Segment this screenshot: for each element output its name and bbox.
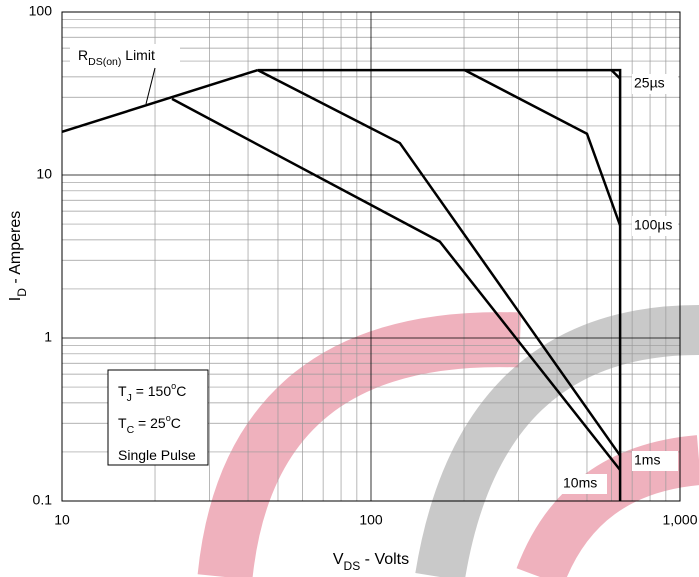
note: TJ = 150oC — [118, 381, 186, 403]
x-tick-label: 100 — [359, 512, 383, 528]
text-part: I — [7, 297, 24, 301]
text-part: - Amperes — [7, 211, 24, 288]
label-bg — [632, 216, 678, 236]
texts: 10 100 1,000 0.1 1 10 100 VDS - Volts ID - Amper… — [7, 3, 698, 573]
y-tick-label: 100 — [29, 3, 53, 19]
text-part: Limit — [121, 47, 155, 63]
note-box — [107, 369, 209, 466]
text-part: DS(on) — [88, 56, 121, 68]
text-part: R — [78, 47, 88, 63]
series-line — [610, 69, 621, 80]
text-part: T — [118, 415, 127, 431]
watermark — [197, 305, 699, 577]
x-axis-label: VDS - Volts — [333, 551, 409, 573]
grid — [61, 11, 681, 502]
text-part: - Volts — [360, 551, 409, 568]
text-part: = 25 — [134, 415, 166, 431]
series-line — [257, 69, 622, 457]
text-part: DS — [344, 559, 361, 573]
label-leader — [145, 67, 156, 105]
text-part: T — [118, 383, 127, 399]
series-label: 100µs — [634, 217, 672, 233]
text-part: C — [127, 424, 135, 436]
y-tick-label: 10 — [36, 166, 52, 182]
y-axis-label: ID - Amperes — [7, 211, 29, 301]
series-label: 25µs — [634, 75, 665, 91]
text-part: V — [333, 551, 344, 568]
series-label: 1ms — [634, 452, 660, 468]
text-part: Single Pulse — [118, 447, 196, 463]
text-part: C — [176, 383, 186, 399]
text-part: D — [15, 288, 29, 297]
text-part: o — [171, 381, 176, 391]
y-tick-label: 1 — [44, 329, 52, 345]
series-line — [171, 97, 622, 471]
x-tick-label: 10 — [54, 512, 70, 528]
label-bg — [632, 451, 678, 471]
text-part: o — [166, 413, 171, 423]
series-label: RDS(on) Limit — [78, 47, 155, 68]
label-bg — [561, 474, 607, 494]
series-label: 10ms — [563, 475, 597, 491]
y-tick-label: 0.1 — [33, 492, 53, 508]
plot-frame — [61, 11, 681, 502]
series-line — [464, 69, 622, 226]
series-line — [61, 68, 259, 134]
x-tick-label: 1,000 — [662, 512, 697, 528]
note: TC = 25oC — [118, 413, 181, 435]
label-bg — [70, 44, 180, 68]
series-line — [257, 68, 622, 501]
text-part: J — [127, 392, 132, 404]
label-bg — [632, 74, 678, 94]
text-part: = 150 — [132, 383, 172, 399]
lines — [61, 68, 622, 501]
text-part: C — [171, 415, 181, 431]
note: Single Pulse — [118, 447, 196, 463]
